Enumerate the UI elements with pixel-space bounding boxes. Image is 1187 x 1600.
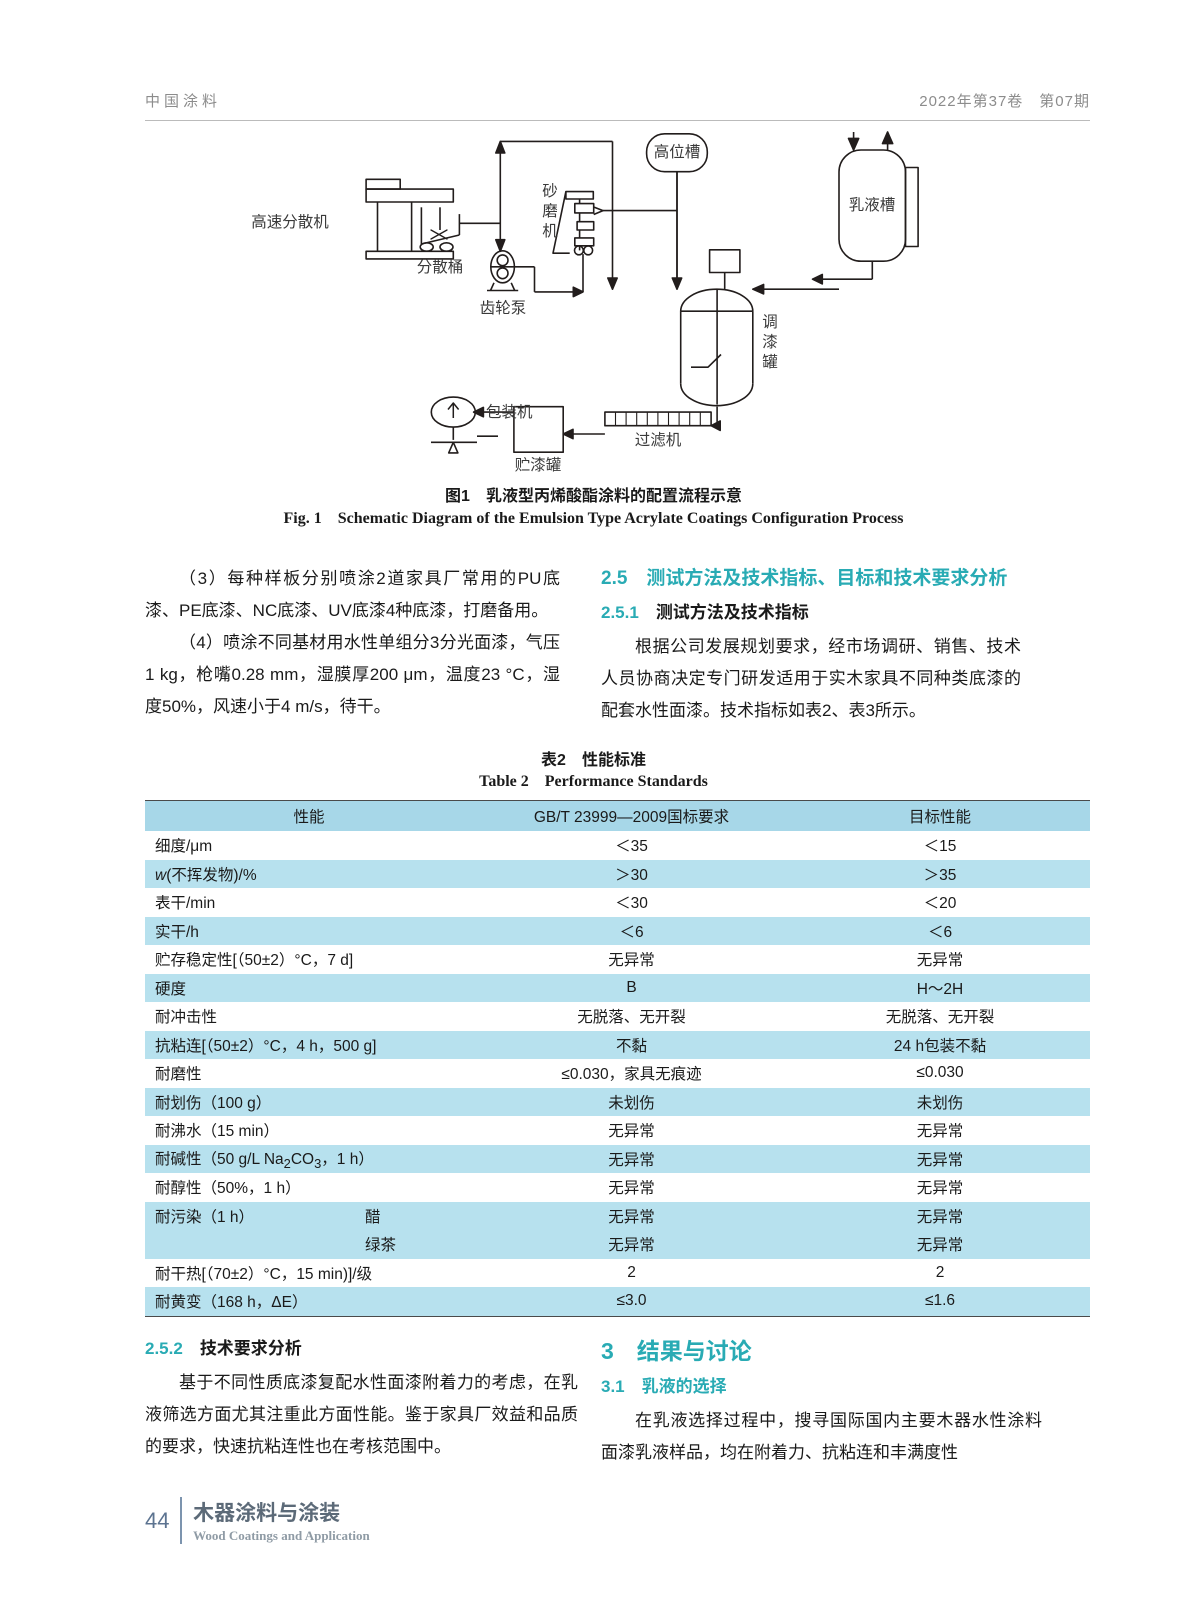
svg-text:高位槽: 高位槽 <box>654 143 701 161</box>
svg-text:齿轮泵: 齿轮泵 <box>480 299 527 317</box>
svg-text:砂: 砂 <box>542 182 558 200</box>
svg-text:罐: 罐 <box>762 353 778 371</box>
svg-text:高速分散机: 高速分散机 <box>251 213 329 231</box>
svg-text:调: 调 <box>762 313 778 331</box>
svg-text:乳液槽: 乳液槽 <box>849 196 896 214</box>
svg-text:包装机: 包装机 <box>486 403 533 421</box>
svg-text:磨: 磨 <box>542 202 558 220</box>
svg-text:过滤机: 过滤机 <box>635 431 682 449</box>
svg-text:贮漆罐: 贮漆罐 <box>515 456 562 474</box>
svg-text:机: 机 <box>542 222 558 240</box>
svg-text:分散桶: 分散桶 <box>417 258 464 276</box>
svg-text:漆: 漆 <box>762 333 778 351</box>
